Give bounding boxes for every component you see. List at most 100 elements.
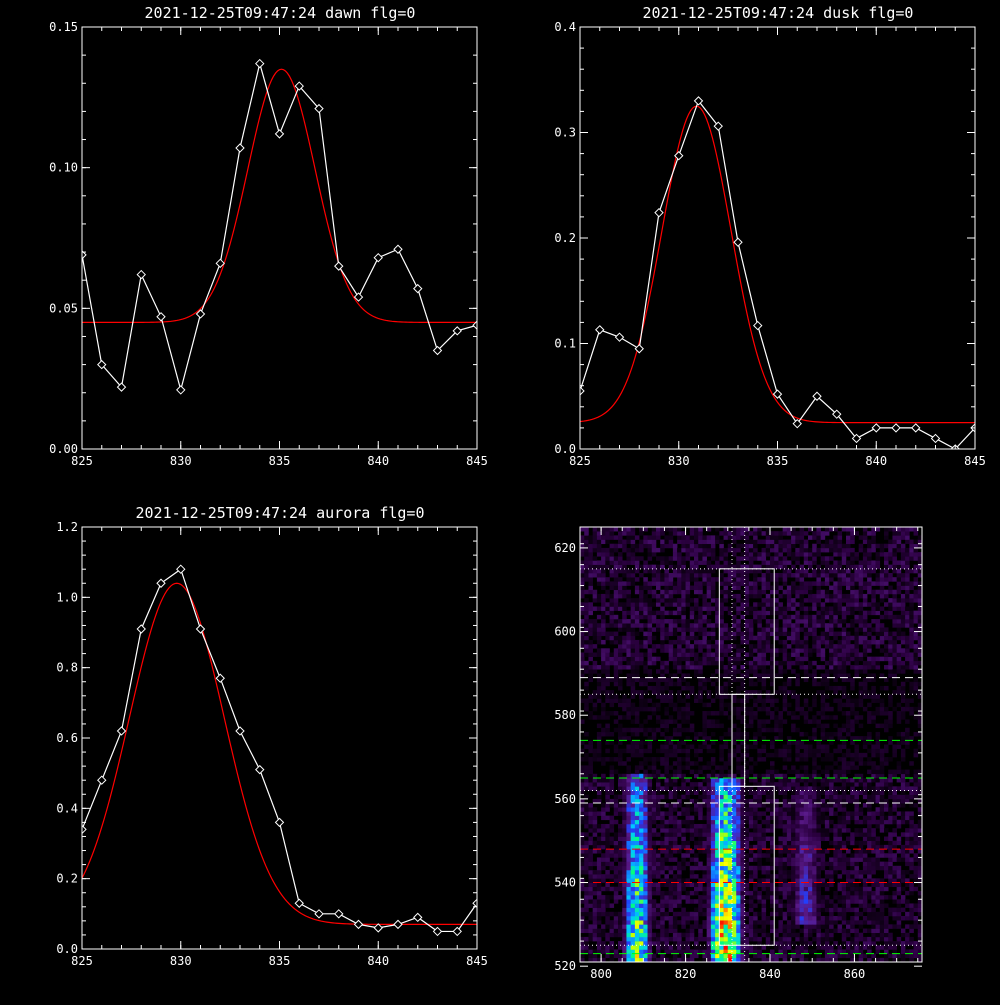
heatmap-cell <box>762 749 767 753</box>
heatmap-cell <box>605 853 610 857</box>
heatmap-cell <box>711 749 716 753</box>
heatmap-cell <box>787 816 792 820</box>
heatmap-cell <box>702 652 707 656</box>
heatmap-cell <box>626 791 631 795</box>
heatmap-cell <box>821 745 826 749</box>
heatmap-cell <box>787 853 792 857</box>
heatmap-cell <box>597 862 602 866</box>
heatmap-cell <box>605 920 610 924</box>
heatmap-cell <box>707 811 712 815</box>
heatmap-cell <box>605 632 610 636</box>
heatmap-cell <box>724 761 729 765</box>
heatmap-cell <box>762 678 767 682</box>
heatmap-cell <box>791 853 796 857</box>
heatmap-cell <box>774 912 779 916</box>
heatmap-cell <box>702 791 707 795</box>
heatmap-cell <box>580 887 585 891</box>
heatmap-cell <box>614 895 619 899</box>
heatmap-cell <box>610 862 615 866</box>
heatmap-cell <box>694 857 699 861</box>
heatmap-cell <box>605 933 610 937</box>
heatmap-cell <box>686 648 691 652</box>
heatmap-cell <box>580 757 585 761</box>
heatmap-cell <box>588 698 593 702</box>
heatmap-cell <box>778 711 783 715</box>
heatmap-cell <box>643 853 648 857</box>
heatmap-cell <box>736 908 741 912</box>
heatmap-cell <box>800 778 805 782</box>
heatmap-cell <box>673 770 678 774</box>
heatmap-cell <box>745 698 750 702</box>
heatmap-cell <box>791 581 796 585</box>
heatmap-cell <box>702 560 707 564</box>
heatmap-cell <box>673 837 678 841</box>
heatmap-cell <box>732 891 737 895</box>
heatmap-cell <box>648 535 653 539</box>
heatmap-cell <box>783 791 788 795</box>
heatmap-cell <box>816 711 821 715</box>
heatmap-cell <box>757 799 762 803</box>
heatmap-cell <box>821 581 826 585</box>
heatmap-cell <box>610 732 615 736</box>
heatmap-cell <box>783 795 788 799</box>
heatmap-cell <box>816 933 821 937</box>
heatmap-cell <box>597 544 602 548</box>
heatmap-cell <box>804 590 809 594</box>
heatmap-cell <box>707 573 712 577</box>
heatmap-cell <box>643 832 648 836</box>
heatmap-cell <box>740 602 745 606</box>
heatmap-cell <box>673 841 678 845</box>
heatmap-cell <box>740 870 745 874</box>
heatmap-cell <box>690 560 695 564</box>
heatmap-cell <box>690 874 695 878</box>
heatmap-cell <box>580 920 585 924</box>
heatmap-cell <box>669 644 674 648</box>
heatmap-cell <box>639 707 644 711</box>
heatmap-cell <box>648 757 653 761</box>
heatmap-cell <box>762 916 767 920</box>
heatmap-cell <box>753 828 758 832</box>
heatmap-cell <box>605 728 610 732</box>
heatmap-cell <box>690 745 695 749</box>
heatmap-cell <box>652 531 657 535</box>
heatmap-cell <box>690 857 695 861</box>
heatmap-cell <box>601 598 606 602</box>
heatmap-cell <box>580 857 585 861</box>
heatmap-cell <box>631 556 636 560</box>
heatmap-cell <box>804 560 809 564</box>
heatmap-cell <box>652 874 657 878</box>
heatmap-cell <box>677 711 682 715</box>
heatmap-cell <box>580 883 585 887</box>
heatmap-cell <box>626 845 631 849</box>
heatmap-cell <box>762 791 767 795</box>
aurora-ytick-label: 1.0 <box>56 590 78 604</box>
heatmap-cell <box>635 832 640 836</box>
heatmap-cell <box>626 673 631 677</box>
heatmap-cell <box>711 778 716 782</box>
heatmap-cell <box>631 929 636 933</box>
heatmap-cell <box>724 694 729 698</box>
heatmap-cell <box>800 874 805 878</box>
heatmap-cell <box>694 652 699 656</box>
heatmap-cell <box>719 920 724 924</box>
heatmap-cell <box>635 937 640 941</box>
heatmap-cell <box>610 615 615 619</box>
heatmap-cell <box>791 648 796 652</box>
heatmap-cell <box>804 933 809 937</box>
heatmap-cell <box>618 669 623 673</box>
heatmap-cell <box>588 627 593 631</box>
heatmap-cell <box>681 765 686 769</box>
heatmap-cell <box>753 954 758 958</box>
heatmap-cell <box>724 807 729 811</box>
heatmap-cell <box>635 887 640 891</box>
heatmap-cell <box>610 698 615 702</box>
heatmap-cell <box>812 749 817 753</box>
heatmap-cell <box>787 745 792 749</box>
heatmap-cell <box>732 527 737 531</box>
heatmap-cell <box>753 665 758 669</box>
heatmap-cell <box>719 862 724 866</box>
heatmap-cell <box>673 883 678 887</box>
heatmap-cell <box>669 883 674 887</box>
heatmap-cell <box>677 715 682 719</box>
heatmap-cell <box>812 535 817 539</box>
